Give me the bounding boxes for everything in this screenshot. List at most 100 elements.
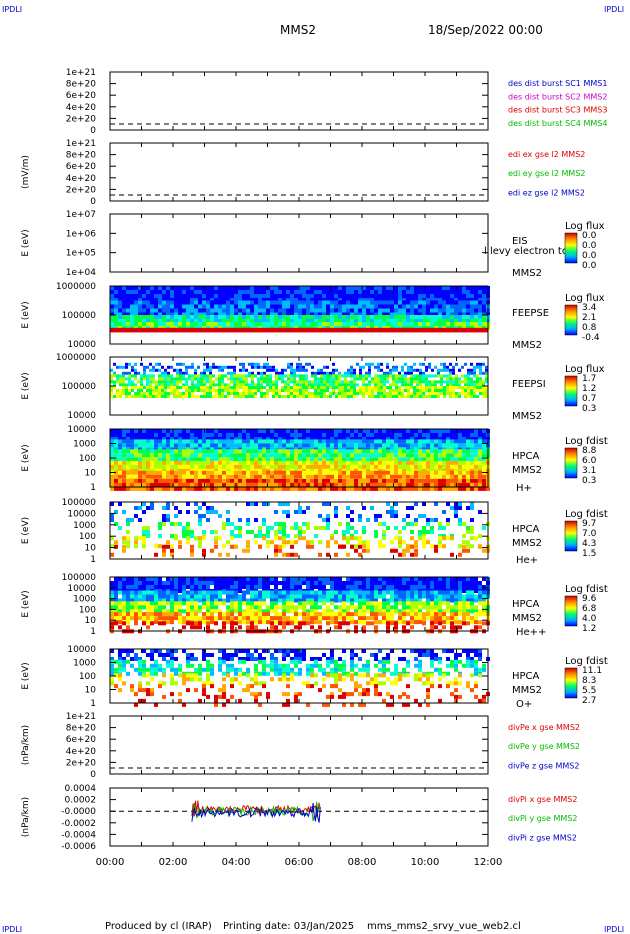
heatmap-cell [209, 371, 212, 375]
heatmap-cell [473, 365, 476, 369]
heatmap-cell [466, 439, 470, 444]
y-tick-label: 10000 [67, 340, 96, 350]
heatmap-cell [422, 437, 426, 441]
heatmap-cell [274, 304, 278, 309]
heatmap-cell [410, 577, 414, 581]
heatmap-cell [406, 460, 410, 465]
heatmap-cell [446, 294, 450, 298]
heatmap-cell [242, 392, 245, 395]
heatmap-cell [446, 374, 449, 378]
heatmap-cell [270, 449, 274, 454]
heatmap-cell [314, 429, 318, 433]
heatmap-cell [390, 304, 394, 309]
heatmap-cell [182, 374, 185, 378]
heatmap-cell [394, 577, 398, 581]
heatmap-cell [293, 377, 296, 381]
heatmap-cell [140, 362, 143, 366]
heatmap-cell [330, 443, 334, 448]
heatmap-cell [246, 502, 250, 506]
heatmap-cell [118, 470, 122, 475]
heatmap-cell [158, 544, 162, 549]
heatmap-cell [422, 486, 426, 491]
heatmap-cell [274, 552, 278, 557]
heatmap-cell [282, 429, 286, 433]
heatmap-cell [250, 486, 254, 491]
heatmap-cell [266, 290, 270, 294]
heatmap-cell [164, 389, 167, 392]
heatmap-cell [290, 464, 294, 469]
heatmap-cell [126, 449, 130, 454]
heatmap-cell [274, 290, 278, 294]
heatmap-cell [158, 457, 162, 462]
heatmap-cell [125, 392, 128, 395]
heatmap-cell [263, 377, 266, 381]
heatmap-cell [146, 322, 150, 326]
heatmap-cell [398, 300, 402, 305]
heatmap-cell [254, 581, 258, 585]
heatmap-cell [294, 439, 298, 444]
heatmap-cell [430, 312, 434, 317]
heatmap-cell [311, 371, 314, 375]
heatmap-cell [306, 437, 310, 441]
heatmap-cell [302, 286, 306, 290]
heatmap-cell [150, 486, 154, 491]
heatmap-cell [482, 386, 485, 389]
heatmap-cell [260, 383, 263, 387]
heatmap-cell [198, 308, 202, 313]
heatmap-cell [118, 460, 122, 465]
heatmap-cell [394, 536, 398, 541]
heatmap-cell [242, 581, 246, 585]
heatmap-cell [386, 439, 390, 444]
heatmap-cell [266, 383, 269, 387]
heatmap-cell [332, 362, 335, 366]
heatmap-cell [438, 312, 442, 317]
heatmap-cell [150, 464, 154, 469]
heatmap-cell [150, 482, 154, 487]
heatmap-cell [418, 312, 422, 317]
heatmap-cell [310, 540, 314, 545]
heatmap-cell [335, 377, 338, 381]
heatmap-cell [386, 510, 390, 514]
heatmap-cell [464, 395, 467, 398]
heatmap-cell [206, 482, 210, 487]
heatmap-cell [426, 308, 430, 313]
heatmap-cell [206, 429, 210, 433]
heatmap-cell [454, 453, 458, 458]
heatmap-cell [174, 429, 178, 433]
heatmap-cell [314, 439, 318, 444]
heatmap-cell [254, 312, 258, 317]
heatmap-cell [194, 439, 198, 444]
heatmap-cell [242, 368, 245, 372]
heatmap-cell [202, 585, 206, 589]
heatmap-cell [452, 377, 455, 381]
heatmap-cell [158, 368, 161, 372]
heatmap-cell [322, 315, 326, 319]
heatmap-cell [154, 544, 158, 549]
heatmap-cell [464, 392, 467, 395]
heatmap-cell [202, 298, 206, 302]
heatmap-cell [290, 312, 294, 317]
heatmap-cell [197, 395, 200, 398]
heatmap-cell [282, 474, 286, 479]
heatmap-cell [294, 526, 298, 530]
heatmap-cell [233, 383, 236, 387]
heatmap-cell [110, 453, 114, 458]
heatmap-cell [326, 386, 329, 389]
heatmap-cell [286, 286, 290, 290]
heatmap-cell [442, 474, 446, 479]
heatmap-cell [218, 433, 222, 437]
heatmap-cell [158, 470, 162, 475]
heatmap-cell [390, 433, 394, 437]
heatmap-cell [182, 312, 186, 317]
heatmap-cell [425, 383, 428, 387]
heatmap-cell [174, 581, 178, 585]
heatmap-cell [218, 449, 222, 454]
heatmap-cell [430, 433, 434, 437]
heatmap-cell [166, 315, 170, 319]
heatmap-cell [342, 486, 346, 491]
heatmap-cell [450, 482, 454, 487]
heatmap-cell [114, 286, 118, 290]
panel-frame [109, 142, 489, 202]
heatmap-cell [438, 453, 442, 458]
